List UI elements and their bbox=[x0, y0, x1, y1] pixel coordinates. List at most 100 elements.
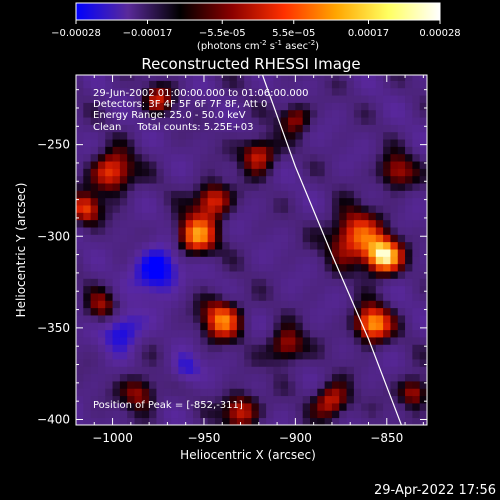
heatmap-cell bbox=[127, 410, 135, 419]
heatmap-cell bbox=[375, 271, 384, 279]
heatmap-cell bbox=[112, 417, 121, 425]
heatmap-cell bbox=[141, 322, 150, 331]
heatmap-cell bbox=[222, 307, 230, 316]
heatmap-cell bbox=[419, 124, 427, 133]
x-tick-label: −850 bbox=[370, 431, 403, 445]
heatmap-cell bbox=[229, 87, 238, 96]
heatmap-cell bbox=[383, 117, 391, 125]
heatmap-cell bbox=[185, 373, 194, 382]
heatmap-cell bbox=[127, 109, 135, 118]
heatmap-cell bbox=[90, 227, 99, 235]
heatmap-cell bbox=[83, 234, 92, 243]
heatmap-cell bbox=[317, 359, 326, 367]
heatmap-cell bbox=[339, 388, 347, 397]
heatmap-cell bbox=[185, 249, 194, 257]
heatmap-cell bbox=[193, 366, 201, 375]
heatmap-cell bbox=[419, 329, 427, 338]
heatmap-cell bbox=[273, 329, 282, 338]
heatmap-cell bbox=[295, 212, 304, 221]
heatmap-cell bbox=[383, 388, 391, 397]
heatmap-cell bbox=[90, 219, 99, 228]
heatmap-cell bbox=[244, 205, 252, 213]
heatmap-cell bbox=[397, 124, 406, 133]
heatmap-cell bbox=[346, 205, 355, 213]
heatmap-cell bbox=[412, 241, 421, 250]
heatmap-cell bbox=[310, 95, 318, 103]
heatmap-cell bbox=[310, 80, 318, 89]
heatmap-cell bbox=[214, 153, 223, 162]
heatmap-cell bbox=[375, 351, 384, 360]
heatmap-cell bbox=[339, 175, 347, 184]
heatmap-cell bbox=[273, 278, 282, 287]
heatmap-cell bbox=[339, 241, 347, 250]
heatmap-cell bbox=[76, 131, 84, 140]
heatmap-cell bbox=[324, 278, 333, 287]
heatmap-cell bbox=[141, 263, 150, 272]
heatmap-cell bbox=[331, 293, 340, 301]
heatmap-cell bbox=[97, 249, 106, 257]
heatmap-cell bbox=[324, 87, 333, 96]
heatmap-cell bbox=[258, 197, 267, 206]
heatmap-cell bbox=[200, 131, 209, 140]
heatmap-cell bbox=[419, 381, 427, 389]
heatmap-cell bbox=[178, 285, 187, 294]
heatmap-cell bbox=[280, 183, 289, 191]
heatmap-cell bbox=[317, 322, 326, 331]
heatmap-cell bbox=[310, 417, 318, 425]
heatmap-cell bbox=[97, 183, 106, 191]
heatmap-cell bbox=[361, 307, 369, 316]
heatmap-cell bbox=[156, 153, 165, 162]
heatmap-cell bbox=[214, 410, 223, 419]
heatmap-cell bbox=[112, 359, 121, 367]
heatmap-cell bbox=[331, 131, 340, 140]
heatmap-cell bbox=[200, 359, 209, 367]
heatmap-cell bbox=[178, 351, 187, 360]
heatmap-cell bbox=[353, 197, 362, 206]
heatmap-cell bbox=[229, 285, 238, 294]
heatmap-cell bbox=[310, 315, 318, 323]
heatmap-cell bbox=[273, 109, 282, 118]
heatmap-cell bbox=[222, 351, 230, 360]
y-axis-label: Heliocentric Y (arcsec) bbox=[14, 183, 28, 318]
heatmap-cell bbox=[149, 285, 157, 294]
heatmap-cell bbox=[76, 249, 84, 257]
heatmap-cell bbox=[112, 256, 121, 265]
annotation-energy: Energy Range: 25.0 - 50.0 keV bbox=[93, 110, 246, 121]
heatmap-cell bbox=[214, 359, 223, 367]
heatmap-cell bbox=[375, 124, 384, 133]
heatmap-cell bbox=[361, 344, 369, 353]
heatmap-cell bbox=[156, 234, 165, 243]
heatmap-cell bbox=[280, 190, 289, 199]
heatmap-cell bbox=[236, 278, 245, 287]
heatmap-cell bbox=[302, 183, 311, 191]
heatmap-cell bbox=[383, 146, 391, 155]
heatmap-cell bbox=[280, 102, 289, 111]
heatmap-cell bbox=[390, 373, 399, 382]
heatmap-cell bbox=[112, 168, 121, 177]
annotation-block: 29-Jun-2002 01:00:00.000 to 01:06:00.000… bbox=[93, 88, 309, 133]
heatmap-cell bbox=[200, 234, 209, 243]
heatmap-cell bbox=[244, 109, 252, 118]
heatmap-cell bbox=[317, 300, 326, 309]
heatmap-cell bbox=[105, 212, 113, 221]
heatmap-cell bbox=[295, 95, 304, 103]
heatmap-cell bbox=[419, 219, 427, 228]
heatmap-cell bbox=[127, 183, 135, 191]
heatmap-cell bbox=[149, 388, 157, 397]
heatmap-cell bbox=[200, 183, 209, 191]
heatmap-cell bbox=[419, 366, 427, 375]
heatmap-cell bbox=[266, 322, 274, 331]
heatmap-cell bbox=[236, 139, 245, 147]
heatmap-cell bbox=[185, 263, 194, 272]
heatmap-cell bbox=[178, 205, 187, 213]
heatmap-cell bbox=[97, 410, 106, 419]
heatmap-cell bbox=[397, 80, 406, 89]
heatmap-cell bbox=[171, 183, 179, 191]
heatmap-cell bbox=[339, 124, 347, 133]
heatmap-cell bbox=[368, 197, 377, 206]
heatmap-cell bbox=[90, 322, 99, 331]
heatmap-cell bbox=[207, 410, 216, 419]
heatmap-cell bbox=[156, 322, 165, 331]
heatmap-cell bbox=[419, 102, 427, 111]
heatmap-cell bbox=[258, 322, 267, 331]
